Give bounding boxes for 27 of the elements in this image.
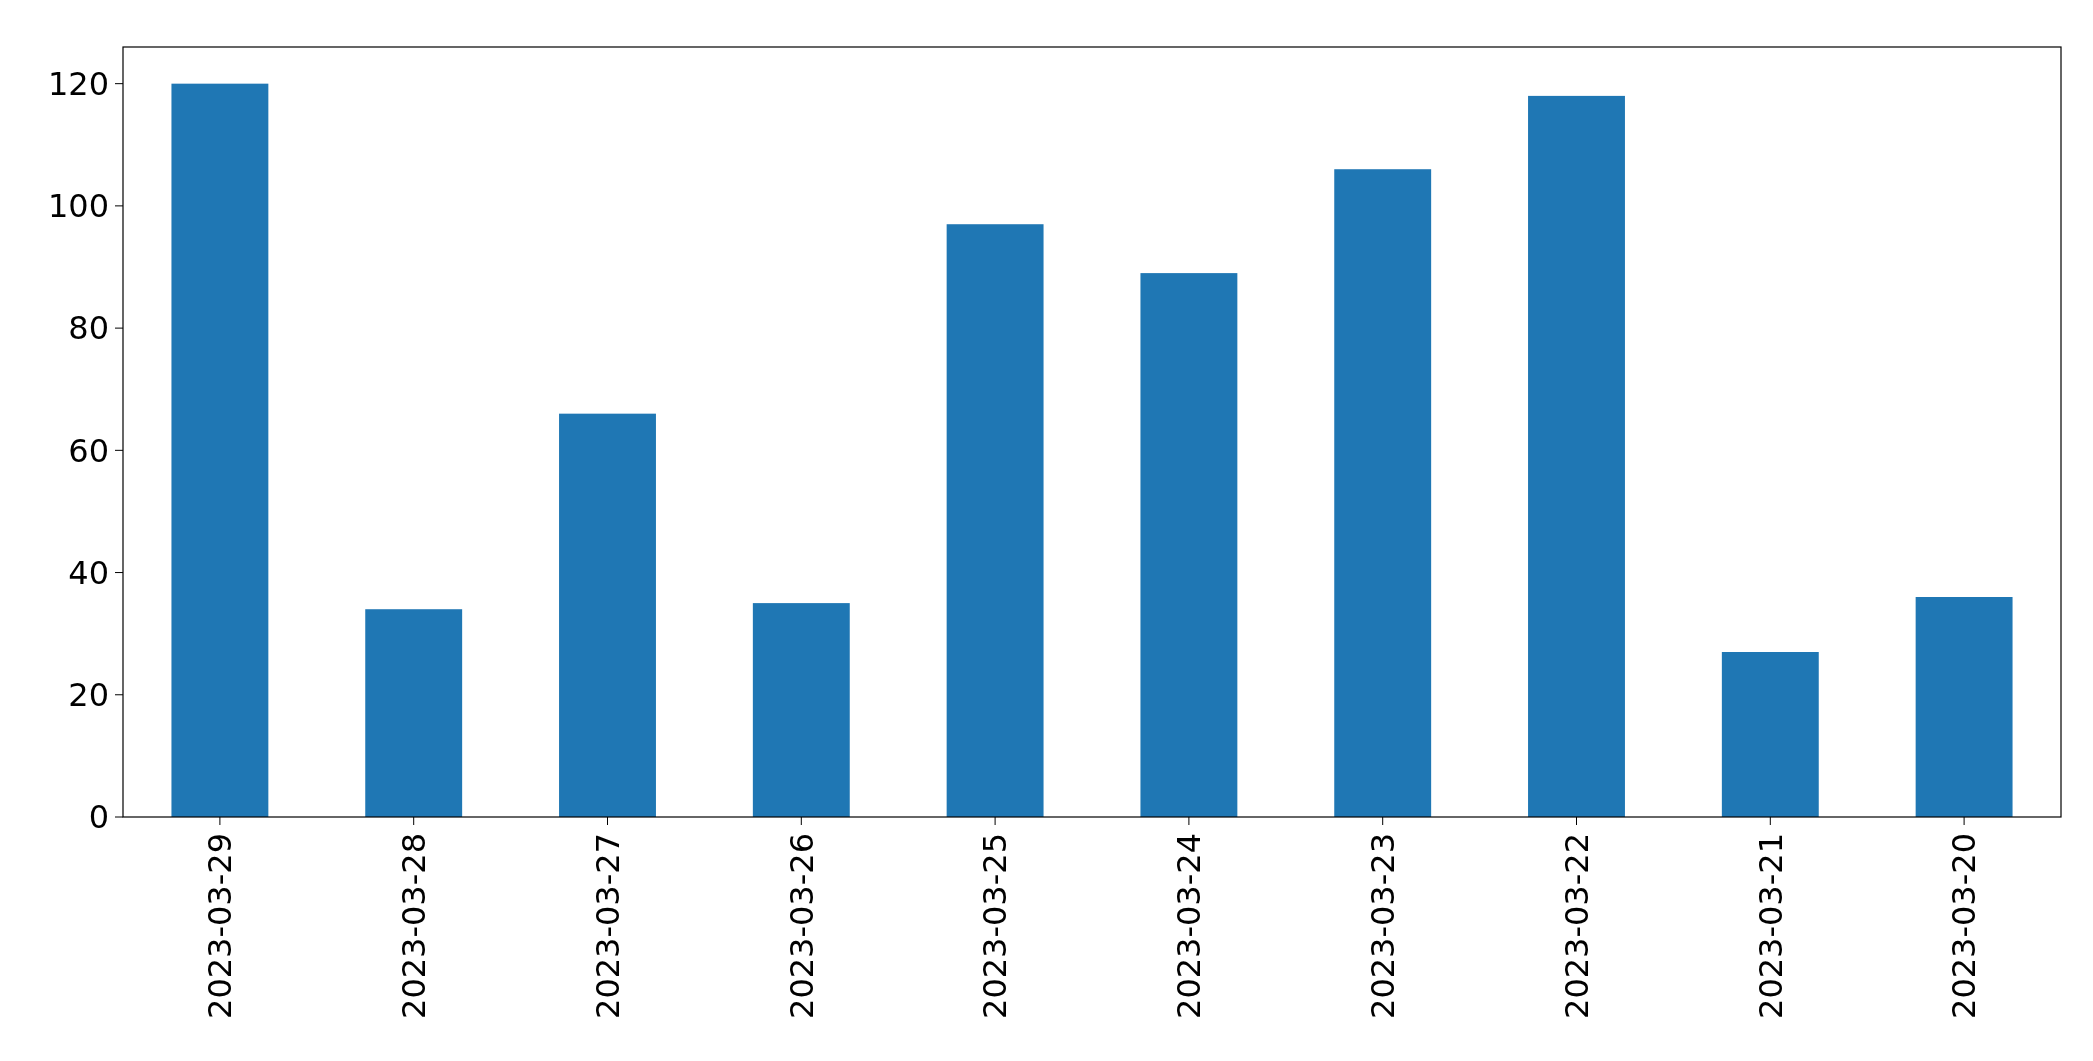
y-tick-label: 60 [68,431,109,470]
x-tick-label: 2023-03-20 [1945,833,1984,1019]
y-tick-label: 40 [68,553,109,592]
bar [1334,169,1432,817]
y-tick-label: 120 [47,64,109,103]
y-tick-label: 100 [47,187,109,226]
x-tick-label: 2023-03-21 [1751,833,1790,1019]
bar [1528,95,1625,817]
x-tick-label: 2023-03-27 [588,833,627,1019]
bar [171,83,269,817]
x-tick-label: 2023-03-25 [976,833,1015,1019]
y-tick-label: 20 [68,675,109,714]
x-tick-label: 2023-03-26 [782,833,821,1019]
y-tick-label: 80 [68,309,109,348]
bar [752,603,850,817]
bar [1915,597,2013,817]
bar [365,609,463,817]
bar [559,413,656,817]
bar [1140,273,1238,817]
bar [946,224,1044,817]
x-tick-label: 2023-03-23 [1363,833,1402,1019]
x-tick-label: 2023-03-22 [1557,833,1596,1019]
bar [1721,652,1819,817]
x-tick-label: 2023-03-29 [201,833,240,1019]
y-tick-label: 0 [88,798,109,837]
x-tick-label: 2023-03-28 [394,833,433,1019]
x-tick-label: 2023-03-24 [1170,833,1209,1019]
